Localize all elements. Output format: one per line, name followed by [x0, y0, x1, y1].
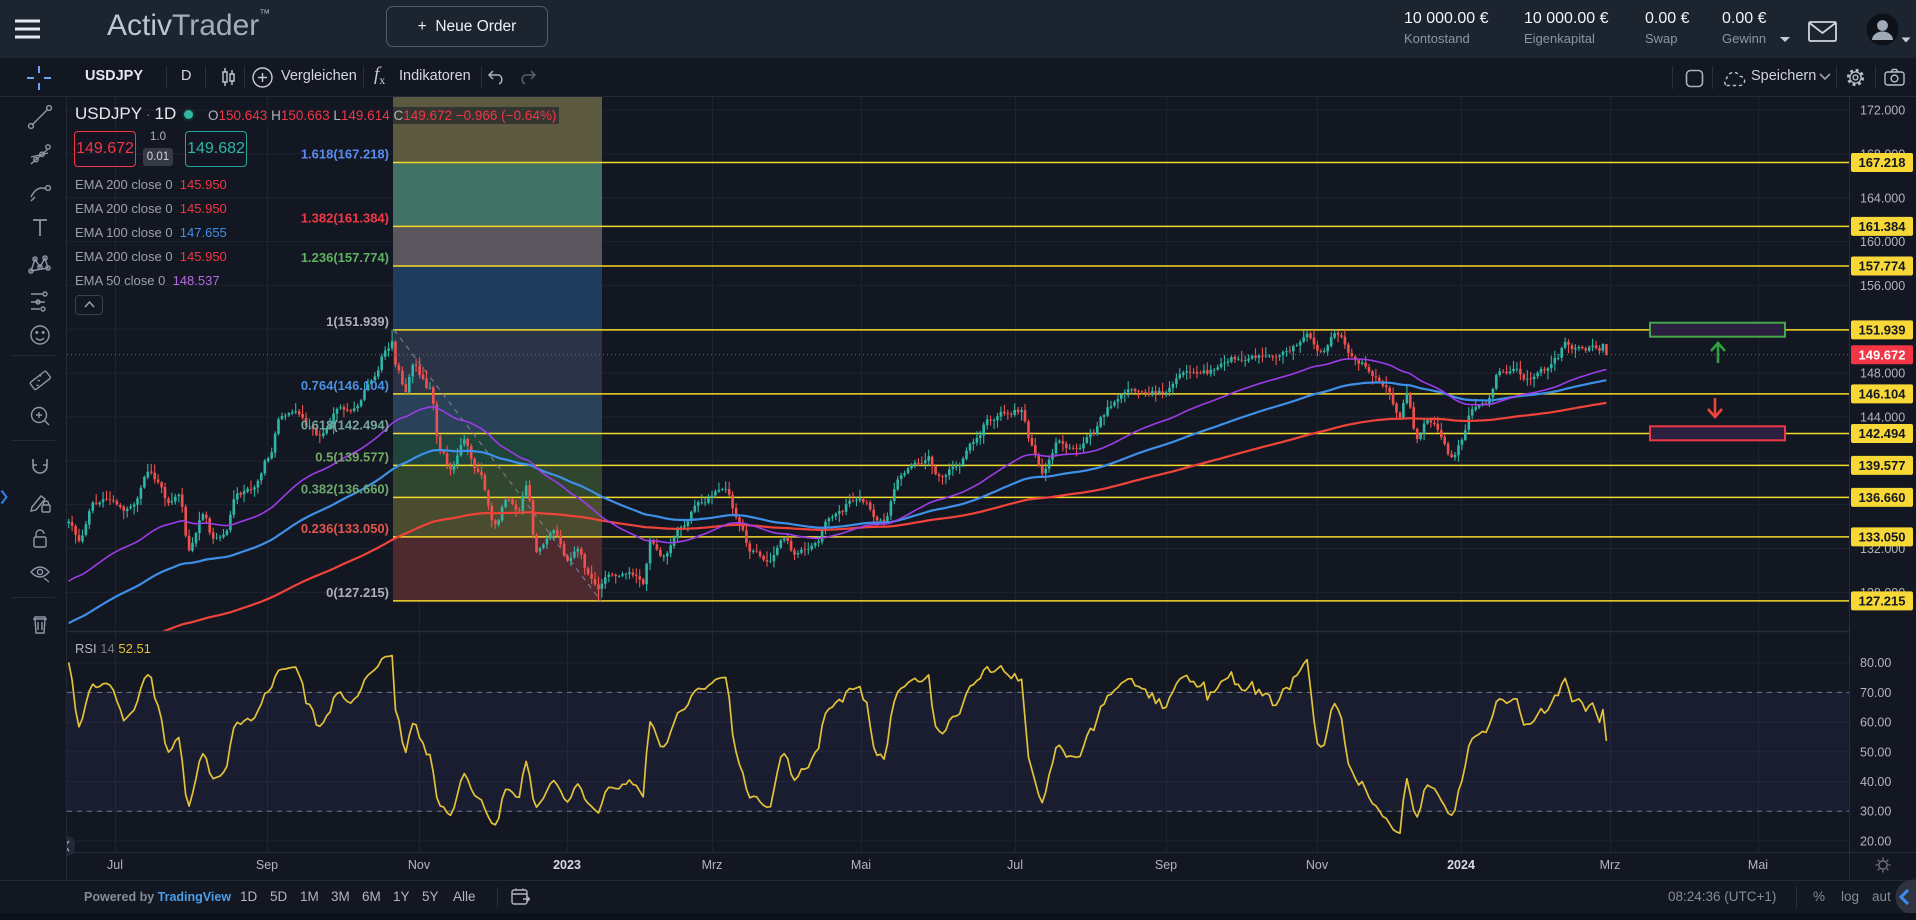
svg-text:139.577: 139.577 — [1859, 458, 1906, 473]
svg-text:Nov: Nov — [408, 858, 431, 872]
svg-text:Jul: Jul — [1007, 858, 1023, 872]
svg-text:2024: 2024 — [1447, 858, 1475, 872]
svg-text:70.00: 70.00 — [1860, 686, 1891, 700]
svg-text:149.672: 149.672 — [1859, 347, 1906, 362]
svg-text:Mai: Mai — [851, 858, 871, 872]
svg-text:1(151.939): 1(151.939) — [326, 314, 389, 329]
svg-text:127.215: 127.215 — [1859, 593, 1906, 608]
svg-text:2023: 2023 — [553, 858, 581, 872]
svg-text:151.939: 151.939 — [1859, 322, 1906, 337]
svg-text:161.384: 161.384 — [1859, 219, 1907, 234]
svg-text:60.00: 60.00 — [1860, 716, 1891, 730]
svg-text:50.00: 50.00 — [1860, 745, 1891, 759]
svg-text:0.5(139.577): 0.5(139.577) — [315, 449, 389, 464]
svg-text:160.000: 160.000 — [1860, 235, 1905, 249]
svg-text:157.774: 157.774 — [1859, 259, 1907, 274]
svg-text:136.660: 136.660 — [1859, 490, 1906, 505]
svg-text:133.050: 133.050 — [1859, 529, 1906, 544]
svg-text:20.00: 20.00 — [1860, 834, 1891, 848]
svg-text:164.000: 164.000 — [1860, 191, 1905, 205]
svg-text:148.000: 148.000 — [1860, 367, 1905, 381]
svg-text:Sep: Sep — [256, 858, 278, 872]
svg-text:Mrz: Mrz — [1600, 858, 1621, 872]
svg-text:Mrz: Mrz — [702, 858, 723, 872]
svg-text:0.618(142.494): 0.618(142.494) — [301, 418, 389, 433]
svg-text:Nov: Nov — [1306, 858, 1329, 872]
svg-text:142.494: 142.494 — [1859, 426, 1907, 441]
svg-text:1.382(161.384): 1.382(161.384) — [301, 210, 389, 225]
svg-text:0.382(136.660): 0.382(136.660) — [301, 481, 389, 496]
svg-text:Jul: Jul — [107, 858, 123, 872]
svg-text:0.236(133.050): 0.236(133.050) — [301, 521, 389, 536]
svg-text:40.00: 40.00 — [1860, 775, 1891, 789]
svg-text:172.000: 172.000 — [1860, 104, 1905, 118]
svg-text:30.00: 30.00 — [1860, 805, 1891, 819]
svg-text:80.00: 80.00 — [1860, 656, 1891, 670]
svg-text:144.000: 144.000 — [1860, 410, 1905, 424]
svg-text:0(127.215): 0(127.215) — [326, 585, 389, 600]
svg-text:167.218: 167.218 — [1859, 155, 1906, 170]
svg-text:1.618(167.218): 1.618(167.218) — [301, 147, 389, 162]
svg-text:Mai: Mai — [1748, 858, 1768, 872]
svg-text:156.000: 156.000 — [1860, 279, 1905, 293]
svg-text:0.764(146.104): 0.764(146.104) — [301, 378, 389, 393]
svg-text:146.104: 146.104 — [1859, 386, 1907, 401]
svg-text:1.236(157.774): 1.236(157.774) — [301, 250, 389, 265]
svg-text:Sep: Sep — [1155, 858, 1177, 872]
